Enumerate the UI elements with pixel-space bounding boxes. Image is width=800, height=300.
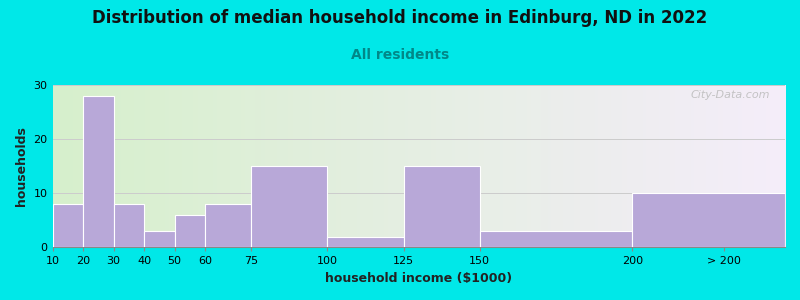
Bar bbox=[403, 166, 480, 248]
X-axis label: household income ($1000): household income ($1000) bbox=[326, 272, 512, 285]
Bar bbox=[83, 96, 114, 248]
Text: Distribution of median household income in Edinburg, ND in 2022: Distribution of median household income … bbox=[92, 9, 708, 27]
Bar bbox=[785, 209, 800, 247]
Bar bbox=[144, 231, 174, 248]
Text: All residents: All residents bbox=[351, 48, 449, 62]
Bar bbox=[53, 204, 83, 248]
Text: City-Data.com: City-Data.com bbox=[691, 90, 770, 100]
Y-axis label: households: households bbox=[15, 126, 28, 206]
Bar bbox=[327, 237, 403, 248]
Bar bbox=[633, 193, 785, 248]
Bar bbox=[205, 204, 251, 248]
Bar bbox=[251, 166, 327, 248]
Bar bbox=[114, 204, 144, 248]
Bar bbox=[480, 231, 633, 248]
Bar bbox=[174, 215, 205, 247]
